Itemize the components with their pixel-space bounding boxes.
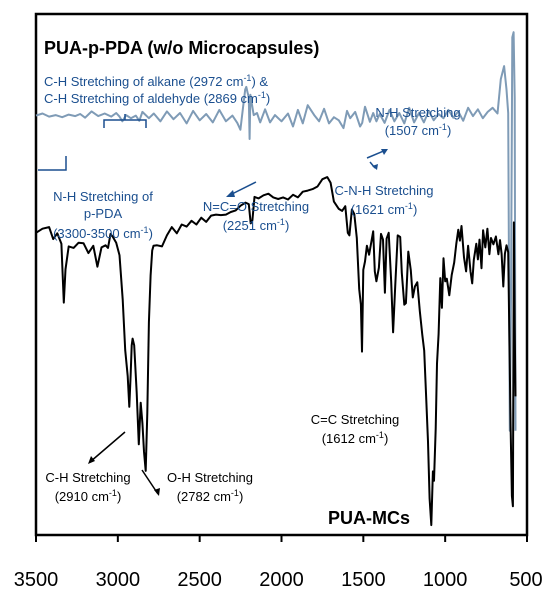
x-tick-label: 500 [509, 569, 542, 591]
x-tick-label: 2500 [177, 569, 222, 591]
bracket-ch-alkane-aldehyde [103, 114, 147, 128]
x-tick-label: 1500 [341, 569, 386, 591]
x-tick-label: 1000 [423, 569, 468, 591]
annotation-ch-alkane: C-H Stretching of alkane (2972 cm-1) & [44, 73, 268, 89]
annotation-cc-line2: (1612 cm-1) [322, 430, 389, 446]
x-axis-ticks: 3500 3000 2500 2000 1500 1000 500 [14, 535, 543, 591]
annotation-nco-line2: (2251 cm-1) [223, 217, 290, 233]
x-tick-label: 3500 [14, 569, 59, 591]
x-tick-label: 2000 [259, 569, 304, 591]
series-line-pua-mcs [35, 176, 517, 527]
arrowhead-nh-1507 [381, 149, 388, 155]
bracket-nh-ppda [38, 156, 67, 171]
annotation-cnh-line2: (1621 cm-1) [351, 201, 418, 217]
annotation-ch2910-line2: (2910 cm-1) [55, 488, 122, 504]
series-pua-p-pda [35, 31, 517, 432]
annotation-ch-aldehyde: C-H Stretching of aldehyde (2869 cm-1) [44, 90, 270, 106]
annotation-oh-line1: O-H Stretching [167, 470, 253, 485]
black-arrowheads [88, 456, 160, 496]
annotation-nh-1507-line2: (1507 cm-1) [385, 122, 452, 138]
series-pua-mcs [35, 176, 517, 527]
leader-ch-2910 [89, 431, 126, 463]
arrowhead-ch-2910 [88, 456, 95, 464]
annotation-cc-line1: C=C Stretching [311, 412, 400, 427]
annotation-nh-ppda-line3: (3300-3500 cm-1) [53, 225, 153, 241]
panel-label-pua-mcs: PUA-MCs [328, 508, 410, 528]
annotation-nh-1507-line1: N-H Stretching [375, 105, 460, 120]
chart-title: PUA-p-PDA (w/o Microcapsules) [44, 38, 319, 58]
arrowhead-cnh [372, 164, 378, 170]
x-tick-label: 3000 [96, 569, 141, 591]
arrowhead-nco [226, 190, 235, 197]
blue-arrowheads [226, 149, 388, 197]
annotation-nco-line1: N=C=O Stretching [203, 199, 309, 214]
annotation-nh-ppda-line1: N-H Stretching of [53, 189, 153, 204]
series-line-pua-p-pda [35, 31, 517, 432]
annotation-ch2910-line1: C-H Stretching [45, 470, 130, 485]
annotation-nh-ppda-line2: p-PDA [84, 206, 123, 221]
arrowhead-oh-2782 [154, 488, 160, 496]
annotation-oh-line2: (2782 cm-1) [177, 488, 244, 504]
annotation-cnh-line1: C-N-H Stretching [335, 183, 434, 198]
